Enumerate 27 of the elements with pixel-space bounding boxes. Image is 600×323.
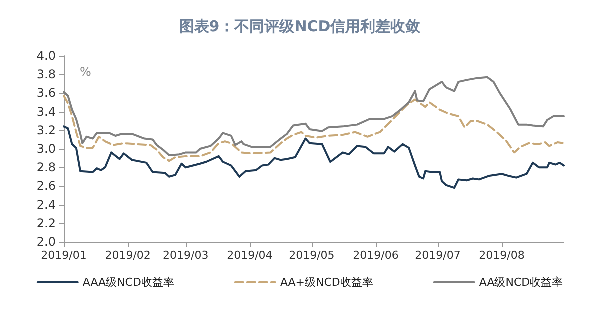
x-tick-label: 2019/05 [289,249,335,262]
y-tick-label: 3.4 [36,104,56,119]
x-tick-label: 2019/04 [227,249,273,262]
x-tick-label: 2019/01 [41,249,87,262]
x-tick-label: 2019/07 [415,249,461,262]
x-tick-label: 2019/06 [353,249,399,262]
line-series [63,76,565,157]
legend-label: AAA级NCD收益率 [82,276,174,289]
legend-label: AA级NCD收益率 [479,276,564,289]
x-tick-label: 2019/03 [163,249,209,262]
y-tick-label: 2.4 [36,198,56,212]
y-tick-label: 3.0 [36,142,56,156]
line-series [63,126,565,190]
y-tick-label: 3.2 [36,123,56,138]
x-tick-label: 2019/02 [105,249,151,262]
y-tick-label: 2.8 [36,160,56,175]
y-tick-label: 3.8 [36,68,56,82]
legend-label: AA+级NCD收益率 [280,276,374,289]
line-series [63,94,565,162]
y-tick-label: 3.6 [36,86,56,100]
y-tick-label: 4.0 [36,49,56,63]
y-tick-label: 2.2 [36,216,56,230]
y-axis-title: % [80,65,92,79]
y-tick-label: 2.0 [36,235,56,249]
x-tick-label: 2019/08 [479,249,525,262]
chart-title: 图表9：不同评级NCD信用利差收敛 [179,18,422,36]
y-tick-label: 2.6 [36,179,56,194]
